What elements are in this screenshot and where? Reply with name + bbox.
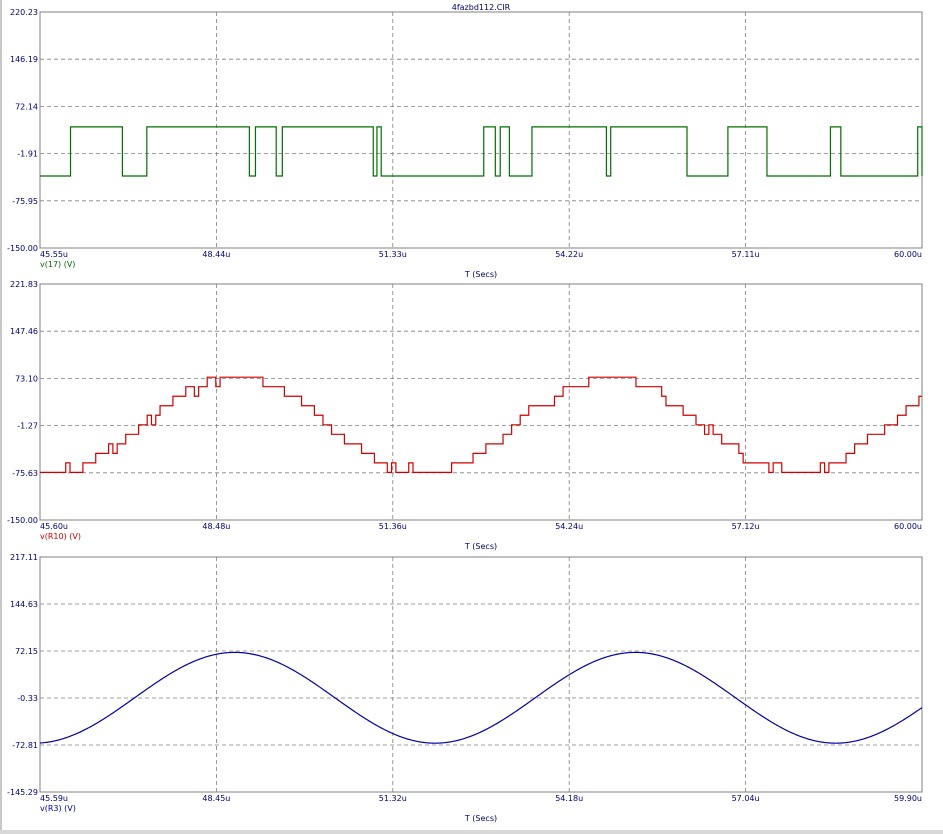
y-tick-label: 72.15 — [15, 647, 38, 656]
x-tick-label: 59.90u — [894, 794, 922, 803]
y-tick-label: -145.29 — [7, 788, 38, 797]
y-tick-label: 73.10 — [15, 374, 38, 383]
x-tick-label: 54.24u — [555, 522, 583, 531]
x-tick-label: 48.44u — [202, 250, 230, 259]
window-left-border — [0, 0, 2, 834]
plot-panel-2: 221.83 147.46 73.10 -1.27 -75.63 -150.0045.60… — [7, 280, 923, 551]
x-tick-label: 51.36u — [379, 522, 407, 531]
x-tick-label: 57.11u — [732, 250, 760, 259]
y-tick-label: -0.33 — [17, 694, 38, 703]
x-axis-label: T (Secs) — [464, 814, 497, 823]
y-tick-label: -1.27 — [17, 422, 38, 431]
x-tick-label: 57.12u — [732, 522, 760, 531]
series-line-3 — [39, 651, 923, 744]
x-tick-label: 48.45u — [202, 794, 230, 803]
y-tick-label: 147.46 — [10, 327, 38, 336]
y-tick-label: -150.00 — [7, 244, 38, 253]
y-tick-label: -150.00 — [7, 516, 38, 525]
y-tick-label: 72.14 — [15, 102, 38, 111]
y-tick-label: 221.83 — [10, 280, 38, 289]
legend-entry: v(R3) (V) — [40, 804, 76, 813]
plot-panel-1: 220.23 146.19 72.14 -1.91 -75.95 -150.0045.55… — [7, 3, 923, 279]
x-tick-label: 51.33u — [379, 250, 407, 259]
x-tick-label: 45.60u — [40, 522, 68, 531]
y-tick-label: -75.63 — [12, 469, 38, 478]
x-tick-label: 60.00u — [894, 522, 922, 531]
x-tick-label: 45.59u — [40, 794, 68, 803]
window-bottom-border — [0, 830, 943, 834]
plot-area — [39, 283, 923, 521]
x-axis-label: T (Secs) — [464, 270, 497, 279]
x-tick-label: 57.04u — [732, 794, 760, 803]
x-tick-label: 51.32u — [379, 794, 407, 803]
x-tick-label: 54.18u — [555, 794, 583, 803]
plot-area — [39, 556, 923, 793]
series-line-1 — [40, 126, 923, 177]
y-tick-label: -75.95 — [12, 197, 38, 206]
y-tick-label: 217.11 — [10, 553, 38, 562]
y-tick-label: 144.63 — [10, 600, 38, 609]
legend-entry: v(17) (V) — [40, 260, 75, 269]
y-tick-label: -72.81 — [12, 741, 38, 750]
x-tick-label: 45.55u — [40, 250, 68, 259]
chart-title: 4fazbd112.CIR — [452, 3, 511, 12]
y-tick-label: 146.19 — [10, 55, 38, 64]
x-tick-label: 48.48u — [202, 522, 230, 531]
series-line-2 — [40, 376, 922, 473]
x-axis-label: T (Secs) — [464, 542, 497, 551]
y-tick-label: -1.91 — [17, 150, 38, 159]
legend-entry: v(R10) (V) — [40, 532, 81, 541]
x-tick-label: 60.00u — [894, 250, 922, 259]
plot-panel-3: 217.11 144.63 72.15 -0.33 -72.81 -145.2945.59… — [7, 553, 923, 823]
plot-area — [39, 11, 923, 249]
y-tick-label: 220.23 — [10, 8, 38, 17]
x-tick-label: 54.22u — [555, 250, 583, 259]
